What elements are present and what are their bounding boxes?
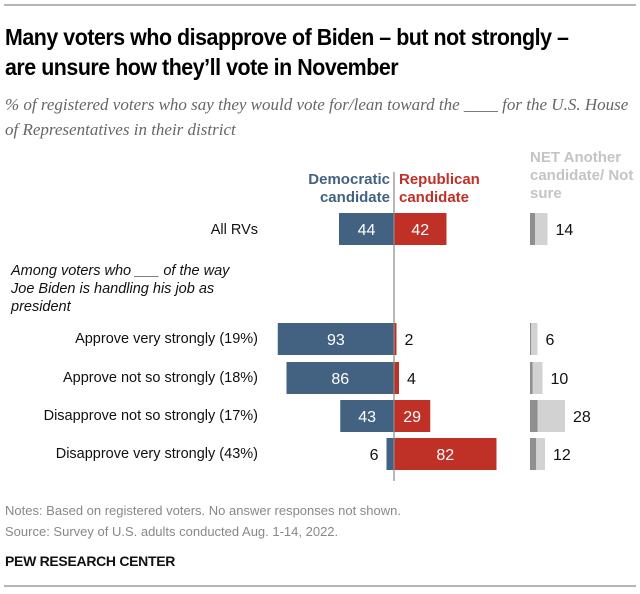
- bar-republican: [394, 438, 497, 470]
- chart-subtitle: % of registered voters who say they woul…: [5, 95, 629, 139]
- legend-democratic: Democratic candidate: [308, 171, 390, 206]
- bar-net-another: [530, 323, 532, 355]
- data-label-democratic: 43: [358, 409, 376, 426]
- bar-net-another: [530, 400, 538, 432]
- bar-democratic: [340, 400, 394, 432]
- data-label-democratic: 6: [370, 447, 379, 464]
- top-rule: [4, 4, 636, 6]
- source-text: Source: Survey of U.S. adults conducted …: [5, 524, 339, 539]
- data-label-net: 6: [546, 332, 555, 349]
- category-label: Disapprove not so strongly (17%): [43, 408, 258, 424]
- category-label: All RVs: [210, 222, 258, 238]
- data-label-republican: 42: [411, 222, 429, 239]
- notes: Notes: Based on registered voters. No an…: [5, 500, 401, 542]
- data-label-net: 28: [573, 409, 591, 426]
- bar-democratic: [339, 213, 394, 245]
- bar-net-not-sure: [537, 400, 565, 432]
- data-label-republican: 4: [407, 371, 416, 388]
- bar-democratic: [277, 323, 394, 355]
- bar-democratic: [286, 362, 394, 394]
- data-label-net: 12: [553, 447, 571, 464]
- data-label-net: 14: [556, 222, 574, 239]
- data-label-democratic: 93: [327, 332, 345, 349]
- group-note: Among voters who ___ of the way Joe Bide…: [11, 263, 230, 315]
- chart-title: Many voters who disapprove of Biden – bu…: [5, 24, 569, 80]
- legend-republican: Republican candidate: [399, 171, 480, 206]
- bar-republican: [394, 400, 431, 432]
- data-label-net: 10: [551, 371, 569, 388]
- bar-net-another: [530, 213, 535, 245]
- data-label-democratic: 44: [358, 222, 376, 239]
- bar-democratic: [386, 438, 394, 470]
- bar-net-not-sure: [536, 438, 545, 470]
- bar-net-another: [530, 438, 537, 470]
- bar-net-not-sure: [535, 213, 548, 245]
- brand-logo-text: PEW RESEARCH CENTER: [5, 553, 176, 569]
- bar-republican: [394, 323, 397, 355]
- data-label-democratic: 86: [331, 371, 349, 388]
- bar-net-not-sure: [532, 362, 543, 394]
- notes-text: Notes: Based on registered voters. No an…: [5, 503, 401, 518]
- data-label-republican: 82: [436, 447, 454, 464]
- bar-net-not-sure: [531, 323, 538, 355]
- bar-net-another: [530, 362, 533, 394]
- bar-republican: [394, 213, 447, 245]
- legend-net-other: NET Another candidate/ Not sure: [530, 149, 634, 202]
- bar-republican: [394, 362, 399, 394]
- category-label: Disapprove very strongly (43%): [55, 446, 258, 462]
- category-label: Approve very strongly (19%): [75, 331, 258, 347]
- category-label: Approve not so strongly (18%): [62, 370, 258, 386]
- data-label-republican: 29: [403, 409, 421, 426]
- data-label-republican: 2: [405, 332, 414, 349]
- bottom-rule: [4, 585, 636, 587]
